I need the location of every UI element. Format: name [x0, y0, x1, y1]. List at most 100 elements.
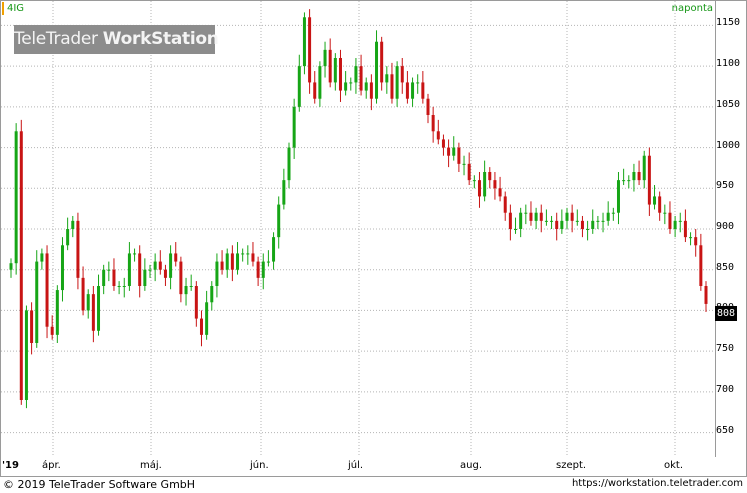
candle-up [60, 245, 64, 291]
candle-up [24, 310, 28, 400]
y-tick-label: 1100 [716, 58, 741, 70]
candle-up [102, 269, 106, 286]
candle-up [606, 212, 610, 221]
candle-up [575, 220, 579, 222]
x-tick-label: ápr. [42, 460, 61, 471]
x-tick-label: jún. [250, 460, 269, 471]
candle-up [514, 229, 518, 230]
candle-down [174, 253, 178, 262]
candle-down [158, 261, 162, 270]
candle-down [637, 172, 641, 181]
candle-up [333, 58, 337, 83]
candle-up [462, 163, 466, 165]
candle-down [529, 212, 533, 221]
x-tick-label: szept. [556, 460, 587, 471]
candle-down [436, 131, 440, 140]
candle-up [14, 131, 18, 264]
candle-up [277, 204, 281, 238]
candle-up [416, 82, 420, 84]
candle-up [524, 212, 528, 214]
candle-down [220, 261, 224, 270]
candle-up [246, 253, 250, 255]
candle-down [421, 82, 425, 99]
x-tick-label: aug. [460, 460, 482, 471]
footer-url[interactable]: https://workstation.teletrader.com [571, 478, 743, 489]
candle-up [117, 286, 121, 287]
candle-up [622, 180, 626, 182]
y-tick-label: 700 [716, 383, 735, 395]
candle-down [441, 139, 445, 148]
y-tick-label: 1050 [716, 98, 741, 110]
candle-down [467, 163, 471, 181]
candle-up [344, 82, 348, 91]
candle-down [683, 220, 687, 238]
candle-down [380, 41, 384, 83]
candle-up [519, 212, 523, 229]
candle-up [122, 286, 126, 287]
ticker-marker [2, 2, 4, 15]
candle-up [272, 237, 276, 262]
y-tick-label: 750 [716, 343, 735, 355]
candle-down [704, 286, 708, 304]
candle-down [647, 155, 651, 205]
candle-up [184, 286, 188, 295]
x-tick-label: júl. [348, 460, 364, 471]
candle-up [586, 229, 590, 230]
candle-up [292, 106, 296, 148]
y-tick-label: 850 [716, 261, 735, 273]
y-tick-label: 1000 [716, 139, 741, 151]
candle-up [601, 220, 605, 222]
x-tick-label: máj. [140, 460, 162, 471]
candle-down [112, 269, 116, 286]
candle-up [133, 253, 137, 255]
candle-up [148, 269, 152, 271]
candle-down [426, 98, 430, 115]
candle-down [658, 196, 662, 213]
candle-up [596, 220, 600, 222]
candle-down [256, 261, 260, 278]
candle-up [689, 237, 693, 239]
y-tick-label: 650 [716, 424, 735, 436]
candle-up [127, 253, 131, 286]
price-chart-area[interactable] [1, 1, 715, 457]
candle-up [611, 212, 615, 214]
candle-up [354, 66, 358, 83]
ticker-symbol[interactable]: 4IG [7, 3, 25, 14]
candle-down [359, 66, 363, 91]
candle-down [308, 17, 312, 83]
candle-up [560, 220, 564, 229]
candle-up [205, 302, 209, 335]
candle-down [30, 310, 34, 343]
candle-up [153, 261, 157, 270]
candle-up [534, 212, 538, 221]
candle-down [76, 220, 80, 278]
chart-frame [0, 0, 747, 477]
candle-down [230, 253, 234, 270]
candle-up [97, 286, 101, 331]
candle-down [179, 261, 183, 295]
y-tick-label: 900 [716, 221, 735, 232]
candle-up [678, 220, 682, 222]
candle-down [503, 196, 507, 213]
candle-up [215, 261, 219, 286]
candle-up [395, 66, 399, 99]
candle-up [282, 180, 286, 205]
candle-down [477, 180, 481, 197]
candle-down [508, 212, 512, 229]
candle-down [338, 58, 342, 91]
candle-up [86, 294, 90, 311]
candle-up [452, 147, 456, 156]
candle-up [261, 261, 265, 278]
candle-up [323, 49, 327, 67]
candle-up [591, 220, 595, 229]
candle-down [668, 212, 672, 229]
candle-down [369, 82, 373, 99]
candle-up [71, 220, 75, 229]
candle-down [199, 318, 203, 335]
y-axis [715, 1, 747, 457]
candle-down [81, 277, 85, 311]
candle-up [302, 17, 306, 67]
x-tick-label: '19 [2, 460, 19, 471]
frequency-label[interactable]: naponta [671, 3, 713, 14]
candle-up [544, 220, 548, 222]
